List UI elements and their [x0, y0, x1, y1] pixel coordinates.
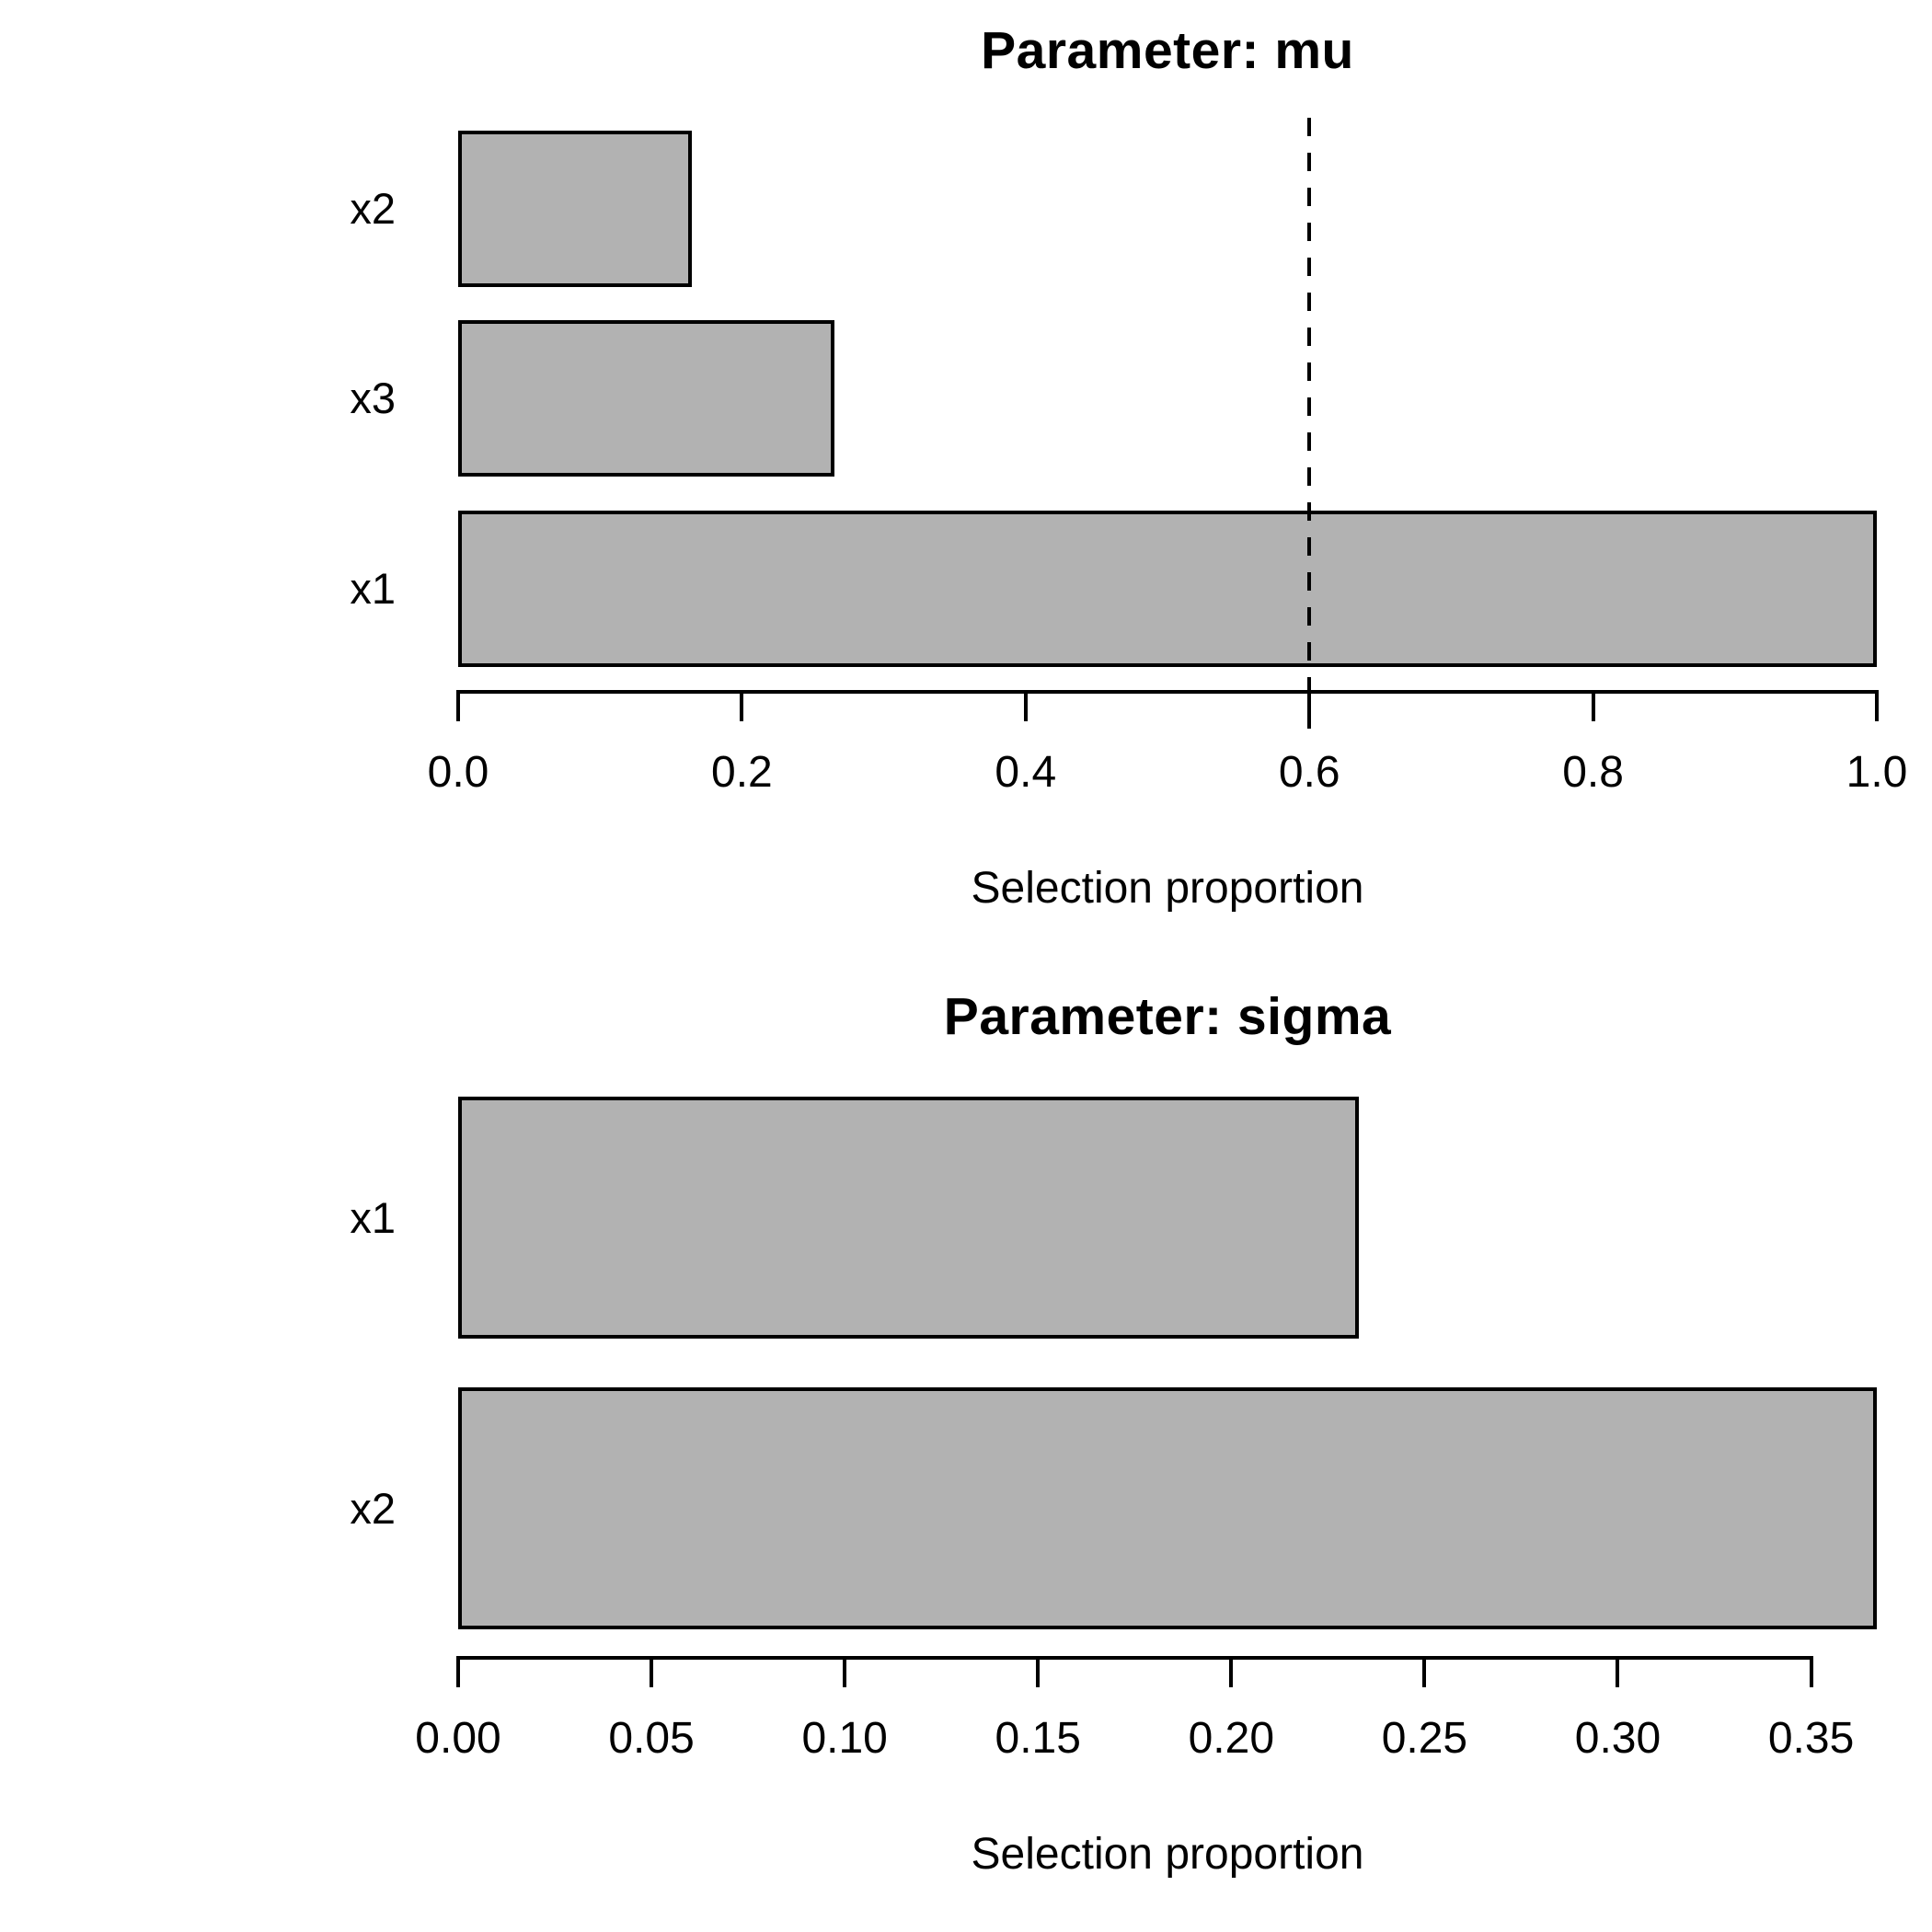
bar-x2 — [458, 1387, 1877, 1629]
chart-title-sigma: Parameter: sigma — [943, 987, 1392, 1046]
x-axis-tick-label: 0.00 — [415, 1714, 501, 1763]
x-axis-tick-label: 0.0 — [427, 748, 489, 797]
x-axis-line — [456, 1656, 1813, 1660]
x-axis-tick — [1809, 1656, 1813, 1687]
x-axis-tick — [456, 1656, 460, 1687]
x-axis-tick — [650, 1656, 654, 1687]
y-axis-category-label-x2: x2 — [350, 184, 396, 233]
threshold-line — [1307, 118, 1312, 729]
chart-parameter-sigma: Parameter: sigma x1 x2 0.00 0.05 0.10 0.15 0.2… — [0, 966, 1932, 1932]
y-axis-category-label-x3: x3 — [350, 374, 396, 422]
x-axis-tick — [1422, 1656, 1427, 1687]
x-axis-label-sigma: Selection proportion — [971, 1830, 1364, 1879]
y-axis-category-label-x1: x1 — [350, 564, 396, 613]
x-axis-tick-label: 0.25 — [1381, 1714, 1468, 1763]
plot-area-sigma: x1 x2 0.00 0.05 0.10 0.15 0.20 0.25 0.30 0.35 — [0, 966, 1932, 1932]
x-axis-tick-label: 0.35 — [1767, 1714, 1855, 1763]
plot-area-mu: x2 x3 x1 0.0 0.2 0.4 0.6 0.8 1.0 — [350, 118, 1908, 797]
x-axis-tick-label: 0.05 — [608, 1714, 695, 1763]
x-axis-tick — [1616, 1656, 1620, 1687]
x-axis-line — [456, 690, 1879, 694]
bar-x1 — [458, 1097, 1359, 1339]
x-axis-tick — [456, 690, 460, 721]
bar-x2 — [458, 131, 692, 287]
x-axis-tick-label: 0.30 — [1574, 1714, 1662, 1763]
chart-parameter-mu: Parameter: mu x2 x3 x1 0.0 0.2 0.4 0.6 0.8 1.0 S… — [350, 21, 1908, 913]
x-axis-tick-label: 0.2 — [711, 748, 773, 797]
bar-x1 — [458, 511, 1877, 667]
chart-title-mu: Parameter: mu — [981, 21, 1354, 80]
x-axis-tick — [1036, 1656, 1041, 1687]
x-axis-tick — [740, 690, 744, 721]
y-axis-category-label-x2: x2 — [350, 1483, 396, 1533]
x-axis-tick-label: 1.0 — [1846, 748, 1908, 797]
x-axis-tick — [1023, 690, 1028, 721]
x-axis-tick — [1875, 690, 1879, 721]
x-axis-tick — [1229, 1656, 1234, 1687]
bar-x3 — [458, 320, 834, 477]
x-axis-tick-label: 0.10 — [801, 1714, 888, 1763]
x-axis-tick-label: 0.8 — [1562, 748, 1624, 797]
x-axis-tick — [843, 1656, 847, 1687]
x-axis-label-mu: Selection proportion — [971, 864, 1364, 913]
x-axis-tick — [1591, 690, 1595, 721]
x-axis-tick-label: 0.4 — [995, 748, 1057, 797]
y-axis-category-label-x1: x1 — [350, 1192, 396, 1242]
x-axis-tick-label: 0.6 — [1278, 748, 1340, 797]
x-axis-tick-label: 0.20 — [1188, 1714, 1275, 1763]
x-axis-tick-label: 0.15 — [995, 1714, 1081, 1763]
